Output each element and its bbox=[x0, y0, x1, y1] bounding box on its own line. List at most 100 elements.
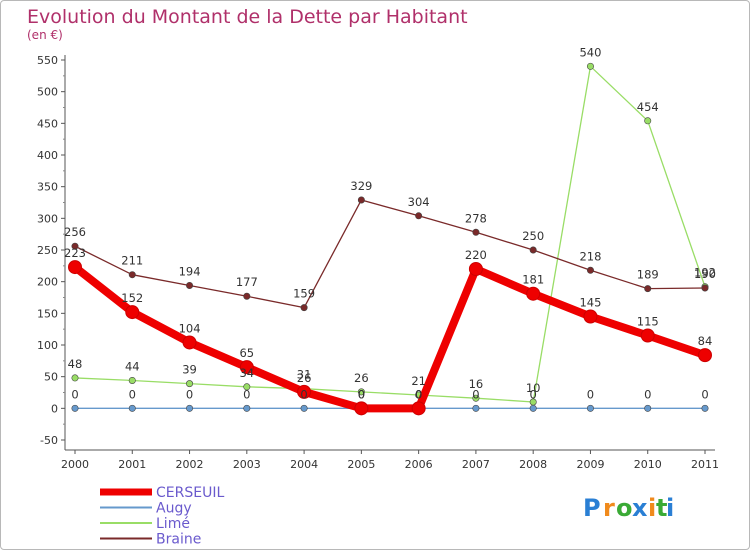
data-label: 0 bbox=[243, 387, 250, 401]
data-label: 177 bbox=[236, 275, 258, 289]
data-label: 220 bbox=[465, 248, 487, 262]
data-label: 26 bbox=[297, 371, 312, 385]
series-line bbox=[74, 65, 706, 403]
data-label: 16 bbox=[469, 377, 484, 391]
axes: -500501001502002503003504004505005502000… bbox=[37, 54, 719, 471]
data-label: 0 bbox=[129, 387, 136, 401]
x-tick-label: 2005 bbox=[347, 458, 375, 471]
data-label: 192 bbox=[694, 266, 716, 280]
data-label: 21 bbox=[411, 374, 426, 388]
data-label: 189 bbox=[637, 268, 659, 282]
y-tick-label: 100 bbox=[37, 339, 58, 352]
data-label: 0 bbox=[415, 387, 422, 401]
data-point bbox=[71, 404, 79, 412]
data-label: 48 bbox=[68, 357, 83, 371]
legend-item: Limé bbox=[100, 516, 190, 532]
data-point bbox=[586, 62, 594, 70]
x-tick-label: 2000 bbox=[61, 458, 89, 471]
data-point bbox=[586, 404, 594, 412]
data-label: 256 bbox=[64, 225, 86, 239]
x-tick-label: 2001 bbox=[118, 458, 146, 471]
data-label: 44 bbox=[125, 359, 140, 373]
data-label: 329 bbox=[350, 179, 372, 193]
data-point bbox=[354, 401, 369, 416]
data-point bbox=[243, 292, 251, 300]
series-line bbox=[74, 199, 706, 309]
data-point bbox=[297, 384, 312, 399]
data-point bbox=[526, 286, 541, 301]
data-point bbox=[186, 404, 194, 412]
y-tick-label: 200 bbox=[37, 276, 58, 289]
data-label: 304 bbox=[408, 195, 430, 209]
data-point bbox=[701, 284, 709, 292]
data-label: 104 bbox=[179, 321, 201, 335]
data-point bbox=[411, 401, 426, 416]
data-point bbox=[644, 117, 652, 125]
logo-letter: P bbox=[583, 494, 601, 522]
legend-item: CERSEUIL bbox=[100, 485, 224, 501]
data-label: 223 bbox=[64, 246, 86, 260]
data-point bbox=[128, 271, 136, 279]
data-label: 26 bbox=[354, 371, 369, 385]
data-point bbox=[300, 304, 308, 312]
x-tick-label: 2010 bbox=[634, 458, 662, 471]
data-point bbox=[243, 383, 251, 391]
x-tick-label: 2003 bbox=[233, 458, 261, 471]
data-point bbox=[698, 348, 712, 363]
y-tick-label: 500 bbox=[37, 86, 58, 99]
data-label: 0 bbox=[587, 387, 594, 401]
data-point bbox=[529, 404, 537, 412]
data-point bbox=[472, 228, 480, 236]
y-tick-label: 250 bbox=[37, 244, 58, 257]
y-tick-label: 0 bbox=[51, 402, 58, 415]
data-point bbox=[186, 380, 194, 388]
y-tick-label: 400 bbox=[37, 149, 58, 162]
data-label: 0 bbox=[644, 387, 651, 401]
legend-item: Augy bbox=[100, 501, 192, 517]
data-label: 159 bbox=[293, 287, 315, 301]
data-point bbox=[583, 309, 598, 324]
legend-label: Augy bbox=[156, 501, 192, 517]
y-tick-label: 50 bbox=[44, 371, 58, 384]
data-point bbox=[529, 246, 537, 254]
logo-letter: t bbox=[656, 494, 667, 522]
data-label: 218 bbox=[579, 249, 601, 263]
data-label: 0 bbox=[358, 387, 365, 401]
chart-subtitle: (en €) bbox=[27, 28, 63, 42]
logo-letter: r bbox=[603, 494, 615, 522]
data-label: 0 bbox=[472, 387, 479, 401]
data-point bbox=[357, 388, 365, 396]
data-label: 10 bbox=[526, 381, 541, 395]
x-tick-label: 2007 bbox=[462, 458, 490, 471]
x-tick-label: 2011 bbox=[691, 458, 719, 471]
data-label: 0 bbox=[701, 387, 708, 401]
logo-letter: x bbox=[632, 494, 648, 522]
data-label: 181 bbox=[522, 273, 544, 287]
data-point bbox=[300, 404, 308, 412]
data-label: 31 bbox=[297, 368, 312, 382]
data-label: 0 bbox=[186, 387, 193, 401]
data-point bbox=[128, 376, 136, 384]
data-label: 194 bbox=[179, 264, 201, 278]
data-point bbox=[68, 260, 82, 275]
data-label: 211 bbox=[121, 254, 143, 268]
series-cerseuil bbox=[68, 260, 712, 416]
data-point bbox=[468, 262, 483, 276]
x-tick-label: 2004 bbox=[290, 458, 318, 471]
y-tick-label: 300 bbox=[37, 212, 58, 225]
x-tick-label: 2009 bbox=[576, 458, 604, 471]
data-label: 190 bbox=[694, 267, 716, 281]
data-label: 250 bbox=[522, 229, 544, 243]
logo-letter: i bbox=[666, 494, 674, 522]
data-point bbox=[71, 242, 79, 250]
legend-item: Braine bbox=[100, 532, 201, 548]
y-tick-label: 450 bbox=[37, 117, 58, 130]
legend-label: Braine bbox=[156, 532, 201, 548]
data-label: 84 bbox=[698, 334, 713, 348]
data-point bbox=[701, 404, 709, 412]
legend-label: CERSEUIL bbox=[156, 485, 224, 501]
